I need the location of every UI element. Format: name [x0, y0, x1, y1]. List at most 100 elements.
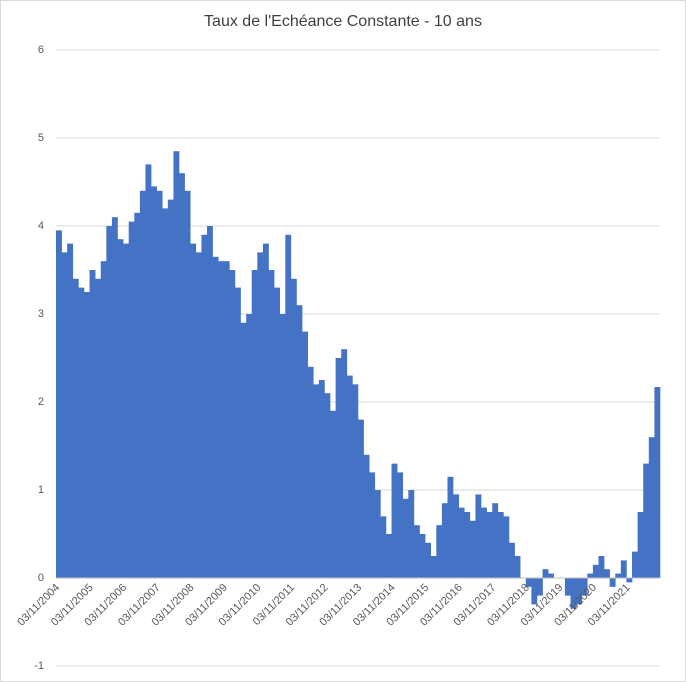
bar [229, 270, 236, 578]
bar [128, 221, 135, 578]
bar [296, 305, 303, 578]
bar [419, 534, 426, 578]
bar [61, 252, 68, 578]
bar [352, 384, 359, 578]
y-tick-label: 0 [38, 572, 44, 584]
bar [145, 164, 152, 578]
bar [111, 217, 118, 578]
y-tick-label: -1 [34, 660, 44, 672]
bar [525, 578, 532, 587]
bar [503, 516, 510, 578]
bar [609, 578, 616, 587]
bar [492, 503, 499, 578]
bar [481, 507, 487, 578]
bar [156, 190, 163, 579]
bar [95, 278, 102, 578]
bar [318, 380, 325, 578]
bar [598, 556, 605, 578]
bar [139, 190, 146, 579]
bar [100, 261, 107, 578]
bar [134, 212, 141, 579]
bar [262, 243, 269, 578]
bar [626, 578, 633, 583]
bar [458, 507, 465, 578]
bar [201, 234, 208, 579]
bar [509, 542, 515, 578]
bar [643, 463, 650, 578]
bar [436, 525, 443, 578]
bar [78, 287, 85, 578]
bar [56, 230, 62, 578]
bar [302, 331, 308, 578]
bar [430, 556, 437, 578]
bar [162, 208, 169, 578]
bar [447, 476, 454, 578]
bar [397, 472, 404, 578]
bar [453, 494, 459, 578]
y-tick-label: 3 [38, 308, 44, 320]
bar [173, 151, 180, 578]
bar [425, 542, 432, 578]
bar [117, 239, 124, 578]
bar [83, 292, 90, 578]
bar [475, 494, 482, 578]
bar [251, 270, 258, 578]
bar [637, 512, 644, 578]
bar [290, 278, 297, 578]
bar [632, 551, 638, 578]
bar [72, 278, 79, 578]
bar [402, 498, 409, 578]
bar [369, 472, 376, 578]
bar [385, 534, 392, 578]
bar [531, 578, 538, 605]
bar [167, 199, 174, 578]
bar [195, 252, 202, 578]
bar [587, 573, 594, 578]
bar [408, 490, 415, 578]
bar [212, 256, 219, 578]
bar [246, 314, 253, 578]
bar [564, 578, 571, 596]
bar [391, 463, 398, 578]
bar [89, 270, 96, 578]
bar [374, 490, 381, 578]
bar [123, 243, 130, 578]
bar [346, 375, 353, 578]
bar [190, 243, 197, 578]
bar [218, 261, 225, 578]
y-tick-label: 6 [38, 44, 44, 56]
bar [151, 186, 157, 578]
bar [592, 564, 599, 578]
bar [620, 560, 627, 578]
bar [330, 410, 336, 578]
bar [223, 261, 230, 578]
bar [268, 270, 275, 578]
bar [358, 419, 364, 578]
bar [363, 454, 370, 578]
bar [285, 234, 292, 579]
bar [341, 349, 348, 578]
bar [570, 578, 577, 609]
bar [654, 387, 661, 578]
bar [514, 556, 521, 578]
bar [486, 512, 493, 578]
bar [576, 578, 583, 605]
bar [604, 569, 610, 578]
bar [274, 287, 281, 578]
bar [413, 525, 420, 578]
bar [257, 252, 264, 578]
bar [335, 358, 342, 578]
bar [67, 243, 74, 578]
bar [469, 520, 476, 578]
bar [648, 437, 655, 578]
bar [441, 503, 448, 578]
y-tick-label: 2 [38, 396, 44, 408]
bar [536, 578, 543, 596]
bar [548, 573, 555, 578]
y-tick-label: 1 [38, 484, 44, 496]
bar [497, 512, 504, 578]
bar [313, 384, 320, 578]
chart-title: Taux de l'Echéance Constante - 10 ans [204, 13, 482, 30]
bar [615, 573, 622, 578]
bar [179, 173, 185, 578]
